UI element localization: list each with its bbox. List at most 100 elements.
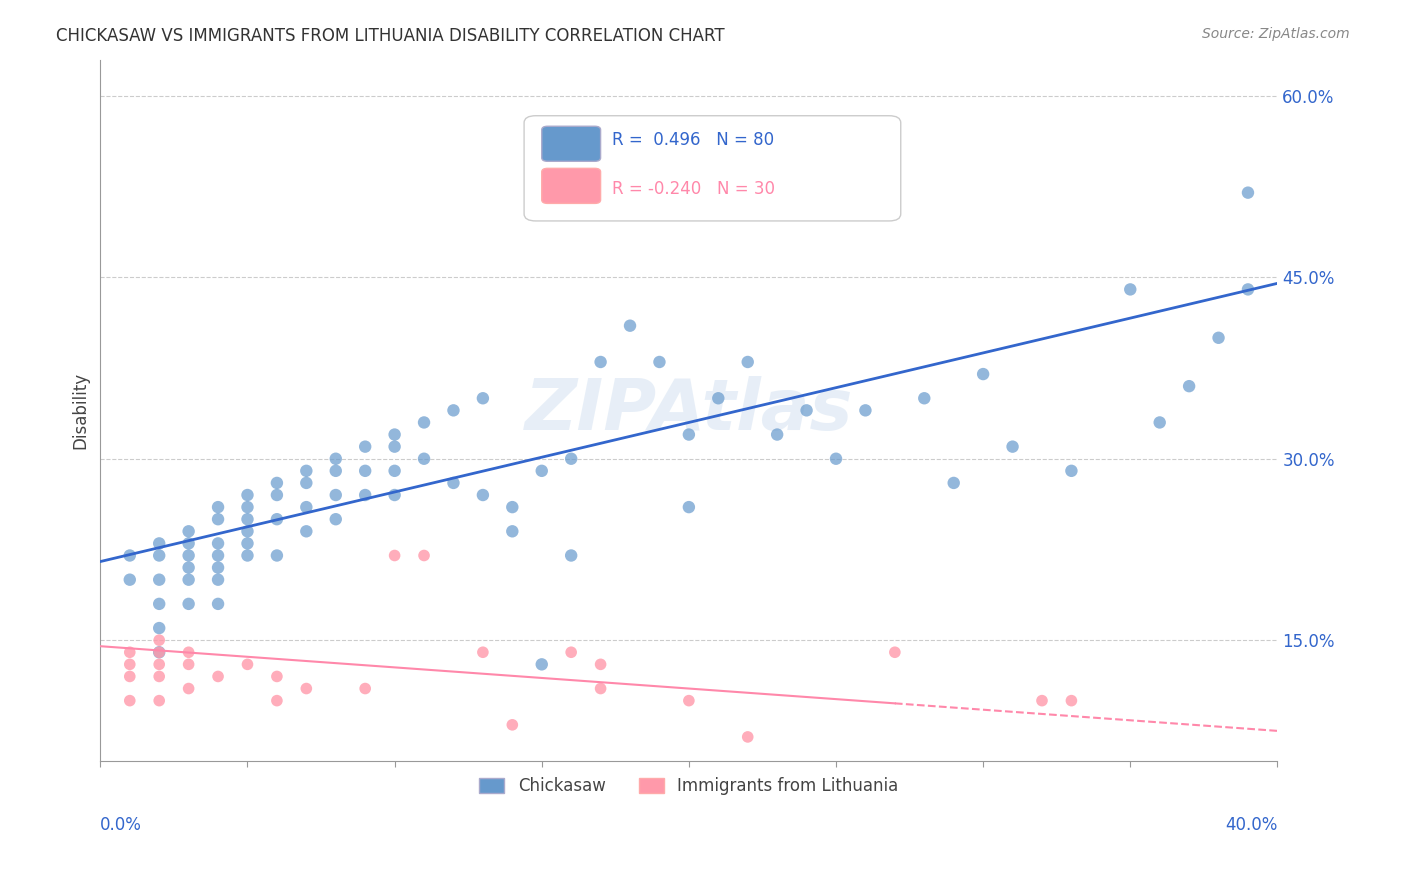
Chickasaw	[148, 549, 170, 563]
Text: 40.0%: 40.0%	[1225, 815, 1278, 833]
Chickasaw	[236, 500, 259, 515]
Immigrants from Lithuania	[207, 669, 229, 683]
Chickasaw	[148, 621, 170, 635]
Chickasaw	[384, 427, 406, 442]
Chickasaw	[855, 403, 877, 417]
Chickasaw	[384, 464, 406, 478]
Chickasaw	[619, 318, 641, 333]
Text: CHICKASAW VS IMMIGRANTS FROM LITHUANIA DISABILITY CORRELATION CHART: CHICKASAW VS IMMIGRANTS FROM LITHUANIA D…	[56, 27, 725, 45]
Y-axis label: Disability: Disability	[72, 372, 89, 449]
Chickasaw	[942, 475, 965, 490]
Immigrants from Lithuania	[148, 633, 170, 648]
Chickasaw	[413, 416, 436, 430]
Text: R =  0.496   N = 80: R = 0.496 N = 80	[613, 131, 775, 149]
Chickasaw	[266, 488, 288, 502]
Text: 0.0%: 0.0%	[100, 815, 142, 833]
Immigrants from Lithuania	[148, 657, 170, 672]
Immigrants from Lithuania	[589, 657, 612, 672]
Chickasaw	[177, 536, 200, 550]
Chickasaw	[325, 512, 347, 526]
Immigrants from Lithuania	[560, 645, 582, 659]
Immigrants from Lithuania	[589, 681, 612, 696]
Immigrants from Lithuania	[118, 669, 141, 683]
Immigrants from Lithuania	[883, 645, 905, 659]
Chickasaw	[148, 536, 170, 550]
Chickasaw	[560, 451, 582, 466]
Chickasaw	[1237, 186, 1260, 200]
Chickasaw	[148, 645, 170, 659]
Immigrants from Lithuania	[1060, 693, 1083, 707]
Immigrants from Lithuania	[678, 693, 700, 707]
Chickasaw	[266, 475, 288, 490]
Chickasaw	[1208, 331, 1230, 345]
Chickasaw	[207, 597, 229, 611]
Chickasaw	[825, 451, 848, 466]
Legend: Chickasaw, Immigrants from Lithuania: Chickasaw, Immigrants from Lithuania	[472, 771, 905, 802]
Chickasaw	[325, 488, 347, 502]
Immigrants from Lithuania	[737, 730, 759, 744]
Chickasaw	[148, 573, 170, 587]
Chickasaw	[501, 524, 523, 539]
Chickasaw	[295, 464, 318, 478]
Chickasaw	[207, 560, 229, 574]
Chickasaw	[1237, 282, 1260, 296]
Chickasaw	[207, 573, 229, 587]
Chickasaw	[177, 573, 200, 587]
Immigrants from Lithuania	[177, 657, 200, 672]
FancyBboxPatch shape	[541, 169, 600, 203]
Chickasaw	[530, 464, 553, 478]
Immigrants from Lithuania	[1031, 693, 1053, 707]
Immigrants from Lithuania	[295, 681, 318, 696]
Chickasaw	[1119, 282, 1142, 296]
Immigrants from Lithuania	[384, 549, 406, 563]
Immigrants from Lithuania	[118, 645, 141, 659]
Chickasaw	[295, 475, 318, 490]
Chickasaw	[325, 451, 347, 466]
Chickasaw	[177, 549, 200, 563]
Chickasaw	[471, 391, 494, 405]
Chickasaw	[530, 657, 553, 672]
Chickasaw	[471, 488, 494, 502]
FancyBboxPatch shape	[541, 127, 600, 161]
FancyBboxPatch shape	[524, 116, 901, 221]
Immigrants from Lithuania	[118, 693, 141, 707]
Immigrants from Lithuania	[413, 549, 436, 563]
Chickasaw	[207, 500, 229, 515]
Immigrants from Lithuania	[148, 645, 170, 659]
Chickasaw	[177, 597, 200, 611]
Chickasaw	[648, 355, 671, 369]
Chickasaw	[384, 440, 406, 454]
Text: Source: ZipAtlas.com: Source: ZipAtlas.com	[1202, 27, 1350, 41]
Chickasaw	[266, 512, 288, 526]
Chickasaw	[766, 427, 789, 442]
Chickasaw	[1178, 379, 1201, 393]
Chickasaw	[177, 524, 200, 539]
Chickasaw	[236, 549, 259, 563]
Immigrants from Lithuania	[236, 657, 259, 672]
Text: R = -0.240   N = 30: R = -0.240 N = 30	[613, 180, 775, 198]
Chickasaw	[266, 549, 288, 563]
Chickasaw	[236, 512, 259, 526]
Immigrants from Lithuania	[266, 693, 288, 707]
Chickasaw	[796, 403, 818, 417]
Chickasaw	[384, 488, 406, 502]
Chickasaw	[354, 464, 377, 478]
Chickasaw	[177, 560, 200, 574]
Immigrants from Lithuania	[471, 645, 494, 659]
Immigrants from Lithuania	[266, 669, 288, 683]
Chickasaw	[737, 355, 759, 369]
Chickasaw	[413, 451, 436, 466]
Immigrants from Lithuania	[177, 645, 200, 659]
Chickasaw	[443, 403, 465, 417]
Chickasaw	[560, 549, 582, 563]
Chickasaw	[118, 549, 141, 563]
Immigrants from Lithuania	[177, 681, 200, 696]
Chickasaw	[501, 500, 523, 515]
Immigrants from Lithuania	[354, 681, 377, 696]
Chickasaw	[207, 512, 229, 526]
Text: ZIPAtlas: ZIPAtlas	[524, 376, 853, 445]
Immigrants from Lithuania	[148, 693, 170, 707]
Chickasaw	[295, 524, 318, 539]
Chickasaw	[912, 391, 935, 405]
Chickasaw	[325, 464, 347, 478]
